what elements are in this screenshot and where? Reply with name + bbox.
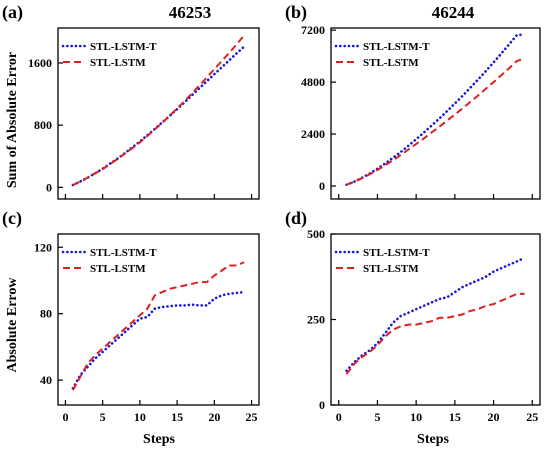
panel-label: (c) bbox=[2, 208, 22, 229]
y-tick-label: 500 bbox=[307, 227, 325, 241]
y-axis-label-top: Sum of Absolute Error bbox=[5, 52, 20, 188]
x-tick-label: 5 bbox=[374, 410, 380, 424]
legend-entry: STL-LSTM-T bbox=[90, 41, 157, 53]
series-line-stl-lstm-t bbox=[71, 290, 246, 390]
y-tick-label: 40 bbox=[40, 373, 52, 387]
panel-label: (a) bbox=[2, 2, 23, 23]
x-tick-label: 0 bbox=[62, 410, 68, 424]
legend-entry: STL-LSTM bbox=[90, 263, 146, 275]
legend-entry: STL-LSTM bbox=[363, 263, 419, 275]
y-tick-label: 0 bbox=[319, 398, 325, 412]
y-tick-label: 4800 bbox=[301, 75, 325, 89]
chart-panel-3: (c) 40 80 120 0 5 10 15 20 25 STL-LSTM-T STL-LSTM bbox=[2, 208, 260, 424]
plot-frame bbox=[57, 27, 260, 200]
y-tick-label: 0 bbox=[319, 179, 325, 193]
x-axis-label-left: Steps bbox=[143, 432, 175, 447]
y-tick-label: 2400 bbox=[301, 127, 325, 141]
x-tick-label: 15 bbox=[171, 410, 183, 424]
x-tick-label: 25 bbox=[246, 410, 258, 424]
x-tick-label: 25 bbox=[526, 410, 538, 424]
y-tick-label: 250 bbox=[307, 313, 325, 327]
plot-frame bbox=[57, 233, 260, 406]
legend-entry: STL-LSTM-T bbox=[90, 247, 157, 259]
plot-frame bbox=[330, 27, 541, 200]
y-tick-label: 120 bbox=[34, 240, 52, 254]
chart-panel-4: (d) 0 250 500 0 5 10 15 20 25 STL-LSTM-T STL-LSTM bbox=[285, 208, 541, 424]
y-tick-label: 7200 bbox=[301, 23, 325, 37]
legend-entry: STL-LSTM-T bbox=[363, 41, 430, 53]
x-tick-label: 10 bbox=[410, 410, 422, 424]
y-tick-label: 800 bbox=[34, 118, 52, 132]
series-line-stl-lstm-t bbox=[345, 256, 526, 373]
series-line-stl-lstm bbox=[72, 34, 245, 186]
y-tick-label: 0 bbox=[46, 180, 52, 194]
chart-panel-1: (a) 46253 0 800 1600 STL-LSTM-T STL-LSTM bbox=[2, 2, 260, 200]
series-line-stl-lstm bbox=[345, 292, 525, 375]
panel-title: 46244 bbox=[432, 3, 475, 22]
legend-entry: STL-LSTM bbox=[90, 57, 146, 69]
chart-panel-2: (b) 46244 0 2400 4800 7200 STL-LSTM-T STL-LSTM bbox=[285, 2, 541, 200]
series-line-stl-lstm bbox=[346, 57, 525, 186]
panel-label: (d) bbox=[285, 208, 307, 229]
series-line-stl-lstm-t bbox=[345, 33, 526, 186]
x-tick-label: 20 bbox=[208, 410, 220, 424]
x-tick-label: 15 bbox=[449, 410, 461, 424]
x-tick-label: 20 bbox=[488, 410, 500, 424]
x-tick-label: 5 bbox=[100, 410, 106, 424]
x-tick-label: 0 bbox=[336, 410, 342, 424]
y-tick-label: 80 bbox=[40, 307, 52, 321]
series-line-stl-lstm bbox=[72, 261, 245, 391]
y-tick-label: 1600 bbox=[28, 56, 52, 70]
panel-title: 46253 bbox=[169, 3, 212, 22]
x-tick-label: 10 bbox=[134, 410, 146, 424]
legend-entry: STL-LSTM bbox=[363, 57, 419, 69]
plot-frame bbox=[330, 233, 541, 406]
x-axis-label-right: Steps bbox=[417, 432, 449, 447]
panel-label: (b) bbox=[285, 2, 307, 23]
legend-entry: STL-LSTM-T bbox=[363, 247, 430, 259]
y-axis-label-bottom: Absolute Errow bbox=[5, 277, 20, 373]
